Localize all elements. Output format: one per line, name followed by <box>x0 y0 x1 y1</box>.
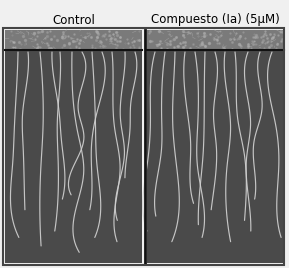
Bar <box>5 30 142 50</box>
Bar <box>147 30 284 50</box>
Text: Compuesto (Ia) (5μM): Compuesto (Ia) (5μM) <box>151 13 280 27</box>
Bar <box>5 30 142 263</box>
Bar <box>3 28 284 265</box>
Bar <box>147 30 284 263</box>
Text: Control: Control <box>52 13 95 27</box>
